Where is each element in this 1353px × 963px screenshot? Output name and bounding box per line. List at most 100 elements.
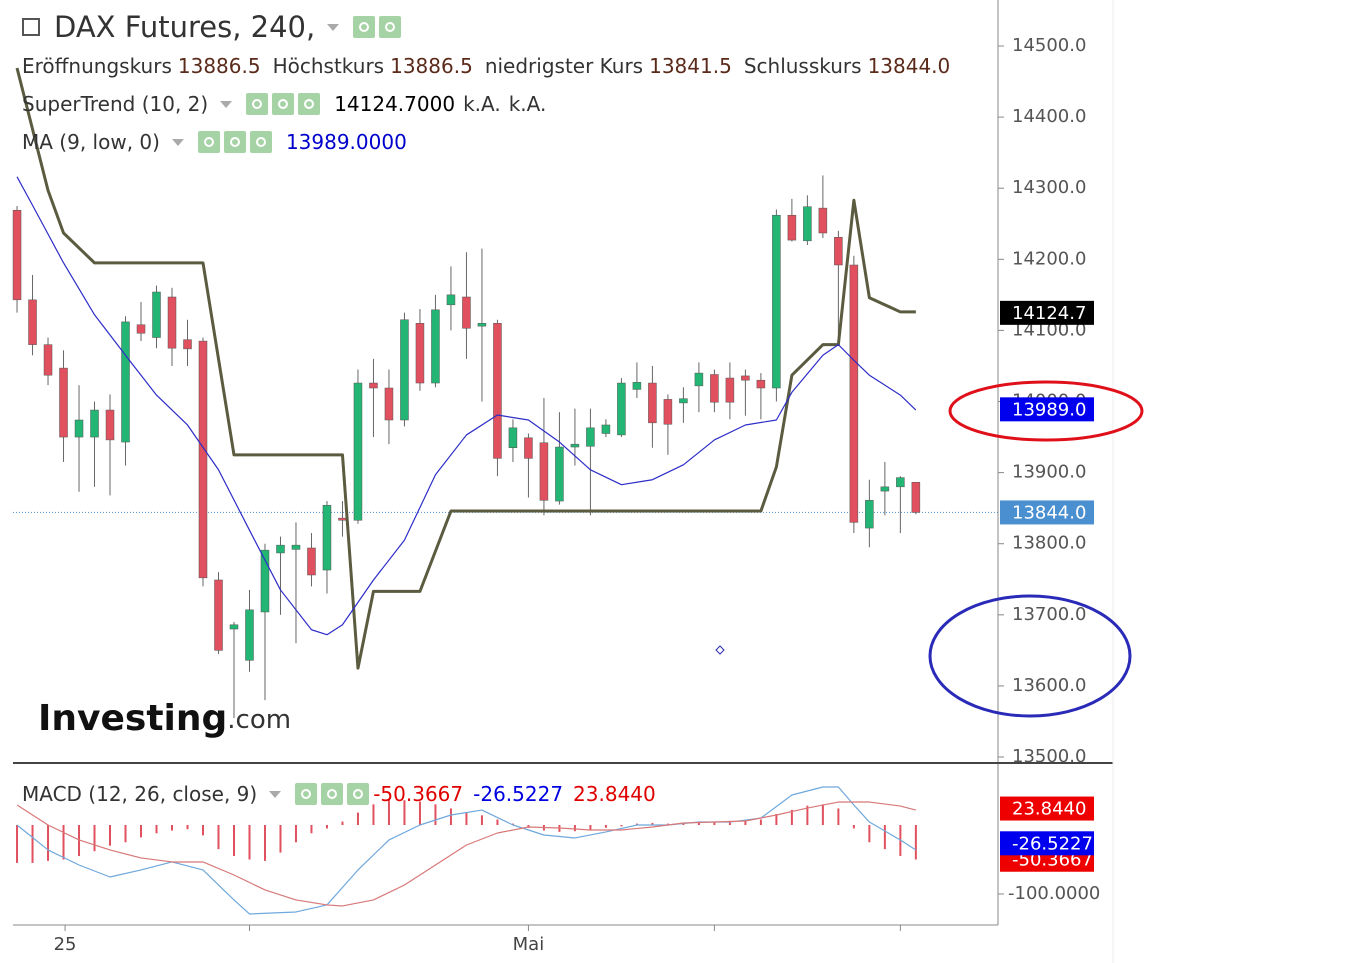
indicator-name: SuperTrend (10, 2)	[22, 92, 209, 116]
candle-body	[431, 309, 440, 384]
watermark-suffix: .com	[227, 705, 291, 735]
supertrend-line	[15, 67, 916, 670]
candle-body	[245, 609, 254, 661]
gear-icon[interactable]	[223, 131, 246, 153]
y-tick-label: -100.0000	[1008, 883, 1100, 904]
legend-value: 13886.5	[177, 54, 261, 78]
collapse-icon[interactable]	[22, 18, 40, 36]
candle-body	[710, 374, 719, 403]
annotation-ellipse	[948, 380, 1144, 442]
ohlc-row: Eröffnungskurs 13886.5 Höchstkurs 13886.5 ni…	[22, 54, 962, 78]
x-tick-label: Mai	[513, 934, 545, 955]
candle-body	[167, 296, 177, 349]
gear-icon[interactable]	[321, 783, 344, 805]
dropdown[interactable]	[269, 790, 282, 798]
title-row: DAX Futures, 240,	[22, 10, 405, 44]
candle-body	[338, 517, 347, 521]
y-tick-label: 13800.0	[1012, 533, 1086, 554]
watermark: Investing.com	[38, 698, 291, 739]
x-tick-label: 25	[54, 934, 77, 955]
close-icon[interactable]	[249, 131, 272, 153]
candle-body	[353, 382, 363, 521]
candle-body	[105, 409, 115, 441]
dropdown[interactable]	[171, 138, 184, 146]
candle-body	[865, 500, 874, 529]
axis-label-box	[1000, 300, 1094, 325]
candle-body	[183, 339, 192, 350]
candle-body	[679, 398, 688, 404]
candle-body	[834, 237, 843, 266]
y-tick-label: 13600.0	[1012, 675, 1086, 696]
candle-body	[601, 424, 611, 434]
annotation-ellipse	[928, 594, 1132, 718]
candle-body	[524, 437, 533, 459]
candle-body	[322, 505, 332, 571]
legend-label: Eröffnungskurs	[22, 54, 172, 78]
candle-body	[570, 443, 580, 448]
indicator-value: 14124.7000	[334, 92, 456, 116]
y-tick-label: 14500.0	[1012, 35, 1086, 56]
candle-body	[136, 324, 146, 334]
candle-body	[663, 399, 673, 425]
marker	[715, 645, 725, 655]
candle-body	[648, 382, 657, 424]
legend-value: 13841.5	[649, 54, 732, 78]
y-tick-label: 13900.0	[1012, 462, 1086, 483]
candle-body	[384, 387, 394, 421]
close-icon[interactable]	[298, 93, 321, 115]
candle-body	[632, 382, 642, 390]
indicator-value: 23.8440	[573, 782, 656, 806]
candle-body	[152, 291, 161, 338]
eye-icon[interactable]	[197, 131, 220, 153]
axis-label: 14124.7	[1012, 303, 1086, 324]
candle-body	[74, 419, 84, 438]
y-tick-label: 14200.0	[1012, 248, 1086, 269]
candle-body	[896, 477, 905, 488]
indicator-name: MA (9, low, 0)	[22, 130, 160, 154]
eye-icon[interactable]	[353, 16, 376, 38]
gear-icon[interactable]	[272, 93, 295, 115]
candle-body	[694, 372, 704, 387]
candle-body	[756, 379, 766, 389]
ma-row: MA (9, low, 0) 13989.0000	[22, 130, 415, 154]
indicator-value: 13989.0000	[285, 130, 407, 154]
close-icon[interactable]	[347, 783, 370, 805]
candle-body	[369, 382, 378, 389]
indicator-value: k.A.	[463, 92, 501, 116]
candle-body	[818, 207, 828, 234]
axis-label-box	[1000, 831, 1094, 856]
candle-body	[307, 547, 316, 576]
y-tick-label: 14300.0	[1012, 177, 1086, 198]
eye-icon[interactable]	[295, 783, 318, 805]
y-tick-label: 13700.0	[1012, 604, 1086, 625]
candle-body	[198, 340, 208, 579]
dropdown[interactable]	[327, 23, 340, 31]
axis-label-box	[1000, 500, 1094, 525]
candle-body	[725, 377, 735, 403]
dropdown[interactable]	[220, 100, 233, 108]
indicator-value: -50.3667	[373, 782, 464, 806]
axis-label: 13844.0	[1012, 502, 1086, 523]
candle-body	[229, 624, 239, 630]
candle-body	[90, 409, 99, 438]
candle-body	[446, 294, 456, 306]
candle-body	[586, 427, 595, 447]
candle-body	[462, 296, 471, 329]
candle-body	[539, 442, 549, 501]
candle-body	[12, 209, 22, 301]
axis-label: 13989.0	[1012, 399, 1086, 420]
candle-body	[260, 549, 270, 613]
axis-label: 23.8440	[1012, 799, 1086, 820]
eye-icon[interactable]	[246, 93, 269, 115]
legend-label: niedrigster Kurs	[484, 54, 644, 78]
candle-body	[772, 214, 781, 389]
candle-body	[787, 214, 797, 241]
gear-icon[interactable]	[379, 16, 402, 38]
legend-value: 13844.0	[867, 54, 951, 78]
y-tick-label: 13500.0	[1012, 746, 1086, 767]
candle-body	[880, 486, 890, 492]
candle-body	[400, 319, 409, 421]
candle-body	[493, 323, 502, 459]
legend-label: Höchstkurs	[272, 54, 385, 78]
